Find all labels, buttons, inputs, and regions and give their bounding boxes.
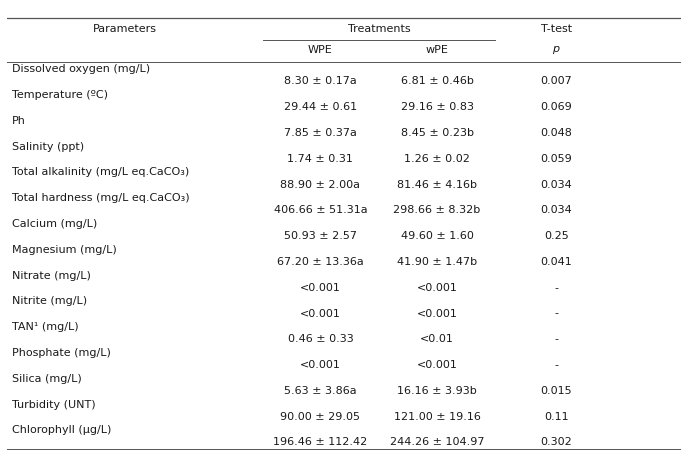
Text: $p$: $p$: [552, 44, 561, 56]
Text: 0.069: 0.069: [541, 102, 572, 112]
Text: 196.46 ± 112.42: 196.46 ± 112.42: [273, 437, 367, 447]
Text: 0.302: 0.302: [541, 437, 572, 447]
Text: 298.66 ± 8.32b: 298.66 ± 8.32b: [394, 205, 481, 215]
Text: 81.46 ± 4.16b: 81.46 ± 4.16b: [397, 180, 477, 190]
Text: Salinity (ppt): Salinity (ppt): [12, 142, 84, 152]
Text: 0.015: 0.015: [541, 386, 572, 396]
Text: Treatments: Treatments: [347, 24, 410, 34]
Text: Temperature (ºC): Temperature (ºC): [12, 90, 107, 100]
Text: 41.90 ± 1.47b: 41.90 ± 1.47b: [397, 257, 477, 267]
Text: 0.059: 0.059: [541, 154, 572, 164]
Text: 29.44 ± 0.61: 29.44 ± 0.61: [284, 102, 357, 112]
Text: 0.007: 0.007: [541, 76, 572, 87]
Text: <0.001: <0.001: [300, 360, 341, 370]
Text: 16.16 ± 3.93b: 16.16 ± 3.93b: [397, 386, 477, 396]
Text: Magnesium (mg/L): Magnesium (mg/L): [12, 245, 116, 255]
Text: 6.81 ± 0.46b: 6.81 ± 0.46b: [400, 76, 473, 87]
Text: Calcium (mg/L): Calcium (mg/L): [12, 219, 97, 229]
Text: -: -: [555, 309, 559, 318]
Text: 67.20 ± 13.36a: 67.20 ± 13.36a: [277, 257, 364, 267]
Text: TAN¹ (mg/L): TAN¹ (mg/L): [12, 322, 78, 332]
Text: wPE: wPE: [426, 45, 449, 55]
Text: 90.00 ± 29.05: 90.00 ± 29.05: [281, 412, 361, 422]
Text: 0.034: 0.034: [541, 205, 572, 215]
Text: 8.30 ± 0.17a: 8.30 ± 0.17a: [284, 76, 357, 87]
Text: -: -: [555, 283, 559, 293]
Text: 0.034: 0.034: [541, 180, 572, 190]
Text: -: -: [555, 360, 559, 370]
Text: 50.93 ± 2.57: 50.93 ± 2.57: [284, 231, 357, 241]
Text: Nitrate (mg/L): Nitrate (mg/L): [12, 271, 91, 281]
Text: Ph: Ph: [12, 116, 25, 126]
Text: Total hardness (mg/L eq.CaCO₃): Total hardness (mg/L eq.CaCO₃): [12, 193, 189, 203]
Text: <0.01: <0.01: [420, 334, 454, 344]
Text: 244.26 ± 104.97: 244.26 ± 104.97: [390, 437, 484, 447]
Text: Chlorophyll (µg/L): Chlorophyll (µg/L): [12, 425, 111, 436]
Text: 88.90 ± 2.00a: 88.90 ± 2.00a: [281, 180, 361, 190]
Text: 406.66 ± 51.31a: 406.66 ± 51.31a: [274, 205, 367, 215]
Text: 0.11: 0.11: [544, 412, 569, 422]
Text: 7.85 ± 0.37a: 7.85 ± 0.37a: [284, 128, 357, 138]
Text: 121.00 ± 19.16: 121.00 ± 19.16: [394, 412, 480, 422]
Text: Total alkalinity (mg/L eq.CaCO₃): Total alkalinity (mg/L eq.CaCO₃): [12, 168, 189, 177]
Text: Dissolved oxygen (mg/L): Dissolved oxygen (mg/L): [12, 64, 150, 74]
Text: Phosphate (mg/L): Phosphate (mg/L): [12, 348, 111, 358]
Text: Nitrite (mg/L): Nitrite (mg/L): [12, 296, 87, 306]
Text: 1.74 ± 0.31: 1.74 ± 0.31: [288, 154, 354, 164]
Text: <0.001: <0.001: [417, 283, 458, 293]
Text: WPE: WPE: [308, 45, 333, 55]
Text: 29.16 ± 0.83: 29.16 ± 0.83: [400, 102, 473, 112]
Text: <0.001: <0.001: [417, 360, 458, 370]
Text: 5.63 ± 3.86a: 5.63 ± 3.86a: [284, 386, 356, 396]
Text: 49.60 ± 1.60: 49.60 ± 1.60: [400, 231, 473, 241]
Text: Turbidity (UNT): Turbidity (UNT): [12, 399, 95, 409]
Text: <0.001: <0.001: [417, 309, 458, 318]
Text: 8.45 ± 0.23b: 8.45 ± 0.23b: [400, 128, 473, 138]
Text: 0.041: 0.041: [541, 257, 572, 267]
Text: <0.001: <0.001: [300, 309, 341, 318]
Text: <0.001: <0.001: [300, 283, 341, 293]
Text: Silica (mg/L): Silica (mg/L): [12, 374, 81, 384]
Text: 0.048: 0.048: [541, 128, 572, 138]
Text: -: -: [555, 334, 559, 344]
Text: 1.26 ± 0.02: 1.26 ± 0.02: [404, 154, 470, 164]
Text: Parameters: Parameters: [93, 24, 157, 34]
Text: T-test: T-test: [541, 24, 572, 34]
Text: 0.46 ± 0.33: 0.46 ± 0.33: [288, 334, 353, 344]
Text: 0.25: 0.25: [544, 231, 569, 241]
